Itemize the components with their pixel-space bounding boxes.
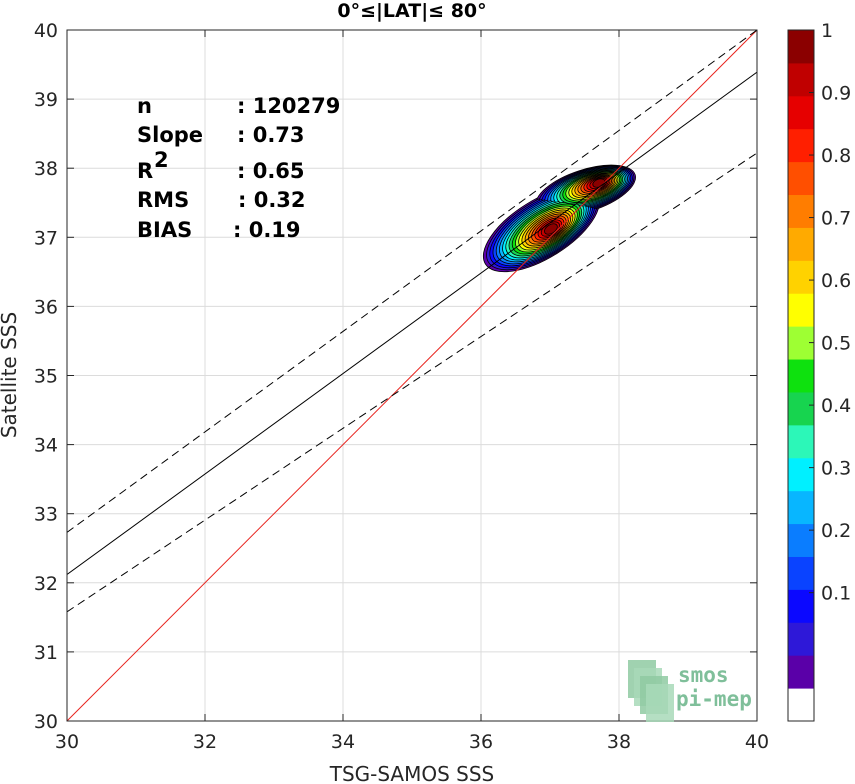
stat-label: RMS xyxy=(137,188,189,212)
stat-label: Slope xyxy=(137,123,203,147)
regression-line xyxy=(67,71,757,575)
colorbar-segment xyxy=(788,589,814,623)
colorbar-tick-label: 0.4 xyxy=(821,395,851,417)
stat-value: : 120279 xyxy=(237,94,340,118)
colorbar-tick-label: 0.6 xyxy=(821,270,851,292)
x-tick-label: 34 xyxy=(331,731,355,753)
x-tick-label: 38 xyxy=(607,731,631,753)
colorbar-segment xyxy=(788,30,814,64)
colorbar-segment xyxy=(788,62,814,97)
colorbar-segment xyxy=(788,95,814,130)
logo-text-pimep: pi-mep xyxy=(676,687,752,711)
colorbar-tick-label: 1 xyxy=(821,20,833,42)
stat-value: : 0.32 xyxy=(238,188,306,212)
y-tick-label: 33 xyxy=(34,504,58,526)
y-tick-label: 38 xyxy=(34,158,58,180)
colorbar-tick-label: 0.2 xyxy=(821,520,851,542)
logo-text-smos: smos xyxy=(678,663,729,687)
colorbar-segment xyxy=(788,194,814,228)
stat-label: BIAS xyxy=(137,218,192,242)
colorbar-segment xyxy=(788,391,814,426)
colorbar-segment xyxy=(788,457,814,492)
y-tick-label: 30 xyxy=(34,711,58,733)
axis-ticks: 30 32 34 36 38 40 30 31 32 33 34 35 36 37 38 39 40 xyxy=(34,20,769,753)
y-tick-label: 35 xyxy=(34,366,58,388)
identity-line xyxy=(67,30,757,721)
y-tick-label: 40 xyxy=(34,20,58,42)
y-tick-label: 31 xyxy=(34,642,58,664)
x-axis-label: TSG-SAMOS SSS xyxy=(329,762,495,784)
colorbar-segment xyxy=(788,622,814,656)
x-tick-label: 36 xyxy=(469,731,493,753)
colorbar-tick-label: 0.8 xyxy=(821,145,851,167)
y-tick-label: 34 xyxy=(34,435,58,457)
colorbar-segment xyxy=(788,688,814,722)
y-axis-label: Satellite SSS xyxy=(0,312,21,438)
logo-wave-panel xyxy=(646,684,674,722)
x-tick-label: 40 xyxy=(745,731,769,753)
colorbar-segment xyxy=(788,260,814,294)
colorbar: 0.1 0.2 0.3 0.4 0.5 0.6 0.7 0.8 0.9 1 xyxy=(787,20,851,722)
colorbar-segment xyxy=(788,556,814,590)
density-lobe xyxy=(544,223,558,235)
colorbar-segment xyxy=(788,523,814,557)
fit-lines xyxy=(67,30,757,721)
stat-value: : 0.65 xyxy=(237,159,305,183)
statistics-box: n : 120279 Slope : 0.73 R 2 : 0.65 RMS : 0.32 BIA… xyxy=(137,94,340,242)
colorbar-segment xyxy=(788,359,814,393)
stat-superscript: 2 xyxy=(154,148,169,172)
colorbar-tick-label: 0.1 xyxy=(821,583,851,605)
x-tick-label: 32 xyxy=(193,731,217,753)
colorbar-segment xyxy=(788,227,814,261)
colorbar-tick-label: 0.5 xyxy=(821,333,851,355)
colorbar-tick-label: 0.3 xyxy=(821,458,851,480)
y-tick-label: 37 xyxy=(34,227,58,249)
colorbar-segment xyxy=(788,490,814,525)
stat-label: R xyxy=(137,159,153,183)
y-tick-label: 39 xyxy=(34,89,58,111)
colorbar-tick-label: 0.7 xyxy=(821,208,851,230)
y-tick-label: 32 xyxy=(34,573,58,595)
colorbar-segment xyxy=(788,655,814,689)
chart-title: 0°≤|LAT|≤ 80° xyxy=(337,0,486,22)
colorbar-segment xyxy=(788,128,814,163)
grid xyxy=(66,29,758,722)
x-tick-label: 30 xyxy=(55,731,79,753)
stat-value: : 0.73 xyxy=(237,123,305,147)
colorbar-frame xyxy=(787,29,815,722)
colorbar-segment xyxy=(788,293,814,327)
stat-label: n xyxy=(137,94,152,118)
colorbar-tick-label: 0.9 xyxy=(821,83,851,105)
confidence-lower-line xyxy=(67,152,757,613)
stat-value: : 0.19 xyxy=(233,218,301,242)
colorbar-segment xyxy=(788,424,814,459)
y-tick-label: 36 xyxy=(34,296,58,318)
colorbar-segment xyxy=(788,161,814,196)
